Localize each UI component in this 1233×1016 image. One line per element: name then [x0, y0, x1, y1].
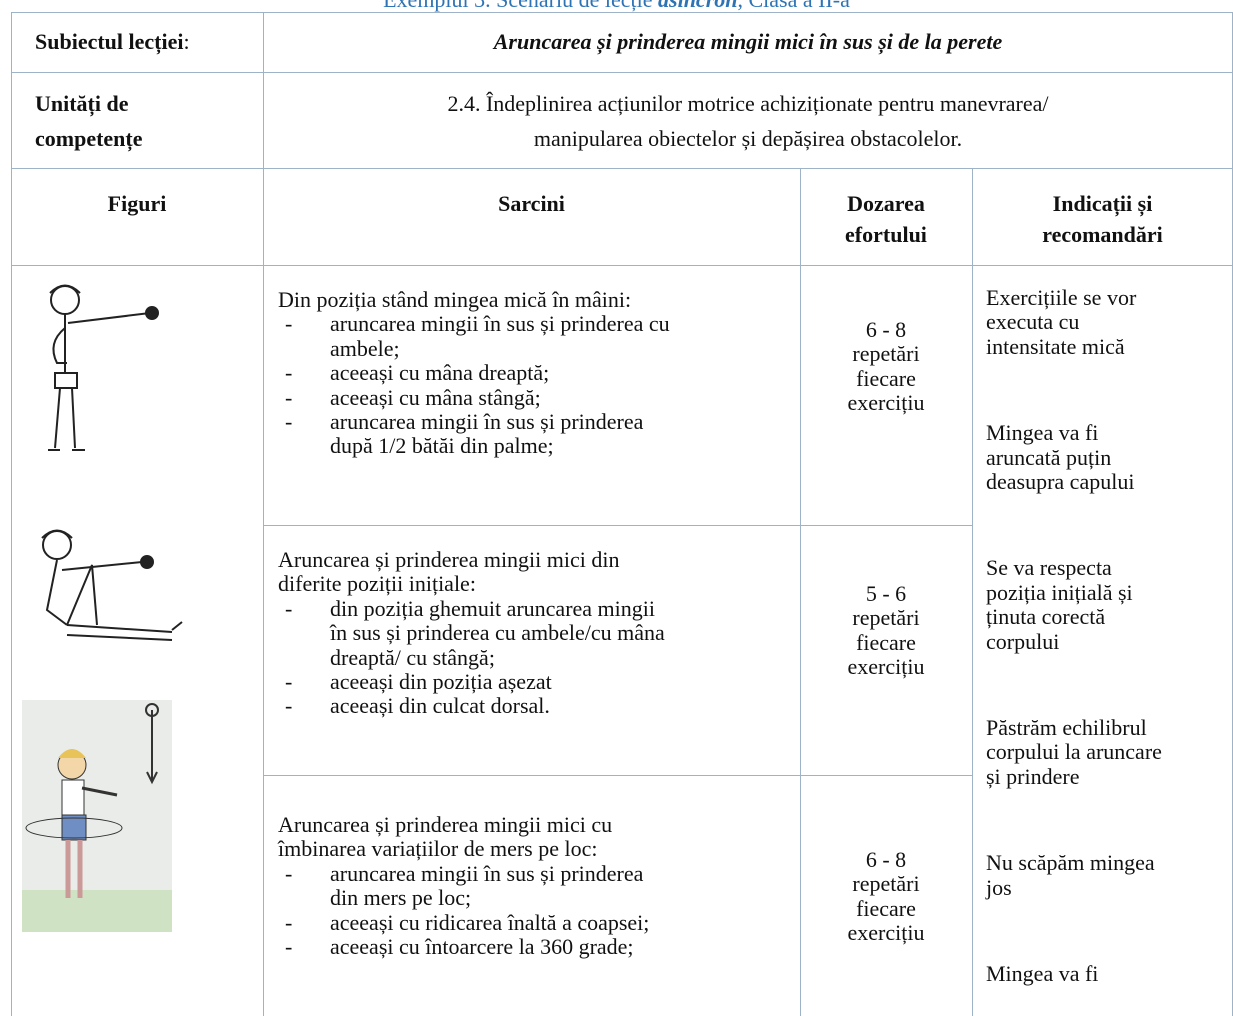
recommendation: intensitate mică	[986, 333, 1125, 359]
dosage: repetări	[852, 605, 920, 631]
list-marker: -	[285, 409, 293, 434]
column-header: Dozarea	[847, 191, 925, 216]
dosage: fiecare	[856, 629, 916, 655]
competence-label: competențe	[35, 126, 143, 151]
dosage: fiecare	[856, 365, 916, 391]
competence-value: manipularea obiectelor și depășirea obst…	[533, 126, 963, 151]
border	[11, 72, 1233, 73]
recommendation: Păstrăm echilibrul	[986, 715, 1147, 740]
list-marker: -	[285, 934, 293, 959]
dosage: exercițiu	[847, 390, 925, 416]
list-marker: -	[285, 669, 293, 694]
column-header: efortului	[845, 222, 927, 247]
recommendation: și prindere	[986, 763, 1080, 789]
task-item: aceeași din poziția așezat	[330, 669, 552, 694]
list-marker: -	[285, 384, 293, 410]
recommendation: corpului la aruncare	[986, 739, 1162, 765]
border	[800, 168, 801, 1016]
list-marker: -	[285, 909, 293, 935]
list-marker: -	[285, 860, 293, 886]
task-intro: Aruncarea și prinderea mingii mici din	[278, 547, 620, 572]
task-item: aceeași cu mâna dreaptă;	[330, 360, 550, 386]
task-item: dreaptă/ cu stângă;	[330, 644, 495, 670]
column-header: Indicații și	[1052, 191, 1153, 216]
border	[11, 168, 1233, 169]
column-header: Sarcini	[498, 191, 565, 216]
competence-label: Unități de	[35, 91, 129, 116]
list-marker: -	[285, 693, 293, 719]
recommendation: ținuta corectă	[986, 604, 1106, 630]
task-item: în sus și prinderea cu ambele/cu mâna	[330, 620, 665, 646]
task-item: aruncarea mingii în sus și prinderea	[330, 409, 644, 434]
task-item: aruncarea mingii în sus și prinderea cu	[330, 311, 670, 337]
task-item: ambele;	[330, 335, 400, 361]
dosage: repetări	[852, 871, 920, 897]
border	[11, 265, 1233, 266]
border	[11, 12, 1233, 13]
figure-illustration	[48, 284, 159, 451]
task-intro: îmbinarea variațiilor de mers pe loc:	[278, 836, 598, 862]
border	[263, 775, 972, 776]
task-item: după 1/2 bătăi din palme;	[330, 433, 554, 459]
list-marker: -	[285, 311, 293, 337]
recommendation: Mingea va fi	[986, 961, 1099, 986]
recommendation: jos	[986, 874, 1012, 900]
border	[11, 12, 12, 1016]
task-item: din poziția ghemuit aruncarea mingii	[330, 595, 656, 621]
dosage: exercițiu	[847, 654, 925, 680]
title-part: asincron	[658, 0, 737, 12]
recommendation: Exercițiile se vor	[986, 285, 1137, 310]
border	[263, 525, 972, 526]
task-item: aceeași din culcat dorsal.	[330, 693, 550, 719]
title-part: Exemplul 3. Scenariu de lecție	[383, 0, 658, 12]
recommendation: deasupra capului	[986, 469, 1135, 494]
task-item: aceeași cu întoarcere la 360 grade;	[330, 934, 634, 959]
dosage: 6 - 8	[865, 847, 907, 872]
recommendation: corpului	[986, 628, 1060, 654]
dosage: 5 - 6	[865, 581, 907, 606]
figure-illustration	[41, 529, 183, 641]
page-title: Exemplul 3. Scenariu de lecție asincron,…	[0, 0, 1233, 12]
figure-illustration	[22, 700, 172, 932]
subject-value: Aruncarea și prinderea mingii mici în su…	[493, 29, 1003, 54]
dosage: fiecare	[856, 895, 916, 921]
border	[972, 168, 973, 1016]
recommendation: Mingea va fi	[986, 420, 1099, 446]
task-item: din mers pe loc;	[330, 885, 472, 911]
task-intro: Din poziția stând mingea mică în mâini:	[278, 287, 632, 312]
list-marker: -	[285, 595, 293, 621]
task-item: aceeași cu mâna stângă;	[330, 384, 541, 410]
subject-colon: :	[183, 29, 190, 54]
border	[263, 12, 264, 1016]
task-item: aruncarea mingii în sus și prinderea	[330, 860, 644, 886]
recommendation: Nu scăpăm mingea	[986, 850, 1155, 876]
list-marker: -	[285, 360, 293, 386]
recommendation: aruncată puțin	[986, 444, 1112, 470]
competence-value: 2.4. Îndeplinirea acțiunilor motrice ach…	[447, 91, 1049, 116]
task-intro: diferite poziții inițiale:	[278, 571, 476, 597]
column-header: recomandări	[1042, 222, 1163, 247]
recommendation: Se va respecta	[986, 555, 1112, 581]
column-header: Figuri	[107, 191, 167, 216]
subject-label: Subiectul lecției	[35, 29, 184, 54]
recommendation: executa cu	[986, 309, 1080, 335]
dosage: repetări	[852, 341, 920, 367]
dosage: exercițiu	[847, 920, 925, 946]
title-part: , Clasa a II-a	[738, 0, 850, 12]
dosage: 6 - 8	[865, 317, 907, 342]
task-item: aceeași cu ridicarea înaltă a coapsei;	[330, 909, 650, 935]
recommendation: poziția inițială și	[986, 579, 1133, 605]
task-intro: Aruncarea și prinderea mingii mici cu	[278, 812, 613, 837]
subject-label-cell: Subiectul lecției:	[35, 30, 190, 54]
